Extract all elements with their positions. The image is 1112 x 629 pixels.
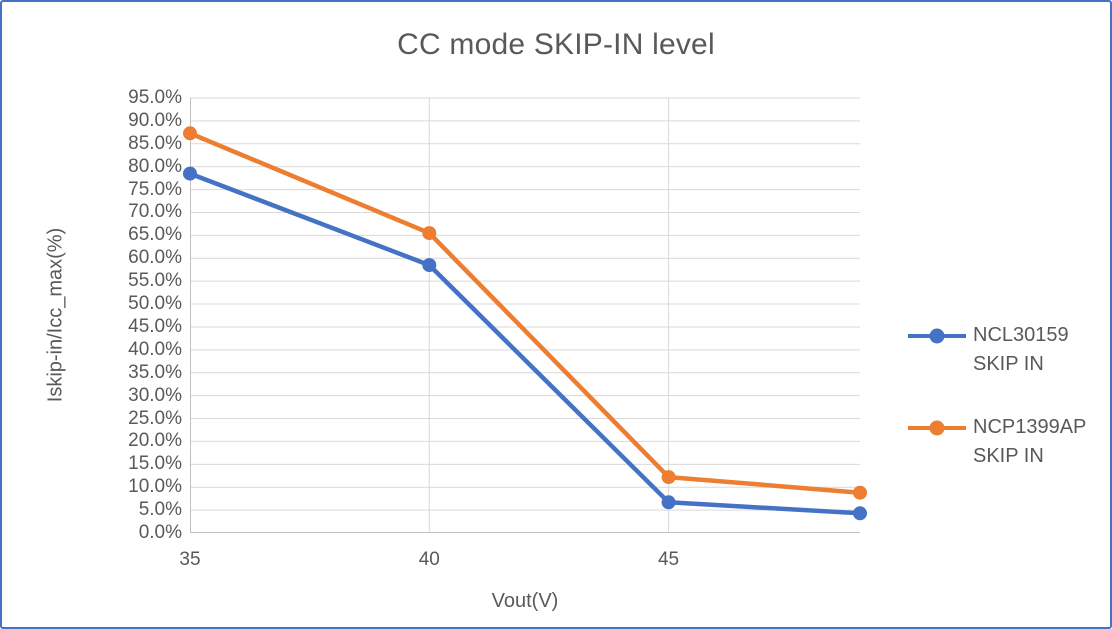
y-tick-label: 10.0% <box>128 476 182 498</box>
y-tick-label: 90.0% <box>128 109 182 131</box>
y-tick-label: 15.0% <box>128 453 182 475</box>
y-tick-label: 80.0% <box>128 155 182 177</box>
y-tick-label: 30.0% <box>128 384 182 406</box>
data-point-ncl30159 <box>661 495 676 510</box>
x-axis-title: Vout(V) <box>491 590 559 612</box>
legend-entry-ncl30159: NCL30159 SKIP IN <box>908 321 1105 379</box>
y-tick-label: 35.0% <box>128 361 182 383</box>
chart-title: CC mode SKIP-IN level <box>397 28 715 61</box>
plot-area <box>183 97 867 533</box>
data-point-ncp1399ap <box>661 470 676 485</box>
series-line-ncp1399ap <box>187 131 863 495</box>
y-tick-label: 20.0% <box>128 430 182 452</box>
y-tick-label: 40.0% <box>128 338 182 360</box>
data-point-ncl30159 <box>422 258 437 273</box>
data-point-ncl30159 <box>183 166 197 181</box>
y-tick-label: 95.0% <box>128 87 182 108</box>
y-tick-label: 45.0% <box>128 315 182 337</box>
legend-entry-ncp1399ap: NCP1399AP SKIP IN <box>908 413 1105 471</box>
data-point-ncp1399ap <box>183 126 197 141</box>
y-tick-label: 60.0% <box>128 247 182 269</box>
y-axis-title: Iskip-in/Icc_max(%) <box>44 227 67 403</box>
y-tick-label: 0.0% <box>138 522 182 543</box>
x-tick-label: 40 <box>418 549 440 570</box>
x-tick-label: 45 <box>657 549 680 570</box>
y-tick-label: 55.0% <box>128 270 182 292</box>
data-point-ncp1399ap <box>853 485 867 500</box>
data-point-ncl30159 <box>853 506 867 521</box>
legend: NCL30159 SKIP IN NCP1399AP SKIP IN <box>908 321 1105 505</box>
y-tick-label: 50.0% <box>128 293 182 315</box>
legend-marker-icon <box>908 420 966 436</box>
y-tick-label: 65.0% <box>128 224 182 246</box>
legend-marker-icon <box>908 328 966 344</box>
legend-label: NCP1399AP SKIP IN <box>973 416 1087 467</box>
y-tick-label: 85.0% <box>128 132 182 154</box>
data-point-ncp1399ap <box>422 226 437 241</box>
y-tick-label: 5.0% <box>138 499 182 521</box>
legend-label: NCL30159 SKIP IN <box>973 324 1069 375</box>
x-tick-label: 35 <box>179 549 201 570</box>
y-tick-label: 75.0% <box>128 178 182 200</box>
y-tick-label: 70.0% <box>128 201 182 223</box>
y-tick-label: 25.0% <box>128 407 182 429</box>
series-line-ncl30159 <box>187 171 863 516</box>
